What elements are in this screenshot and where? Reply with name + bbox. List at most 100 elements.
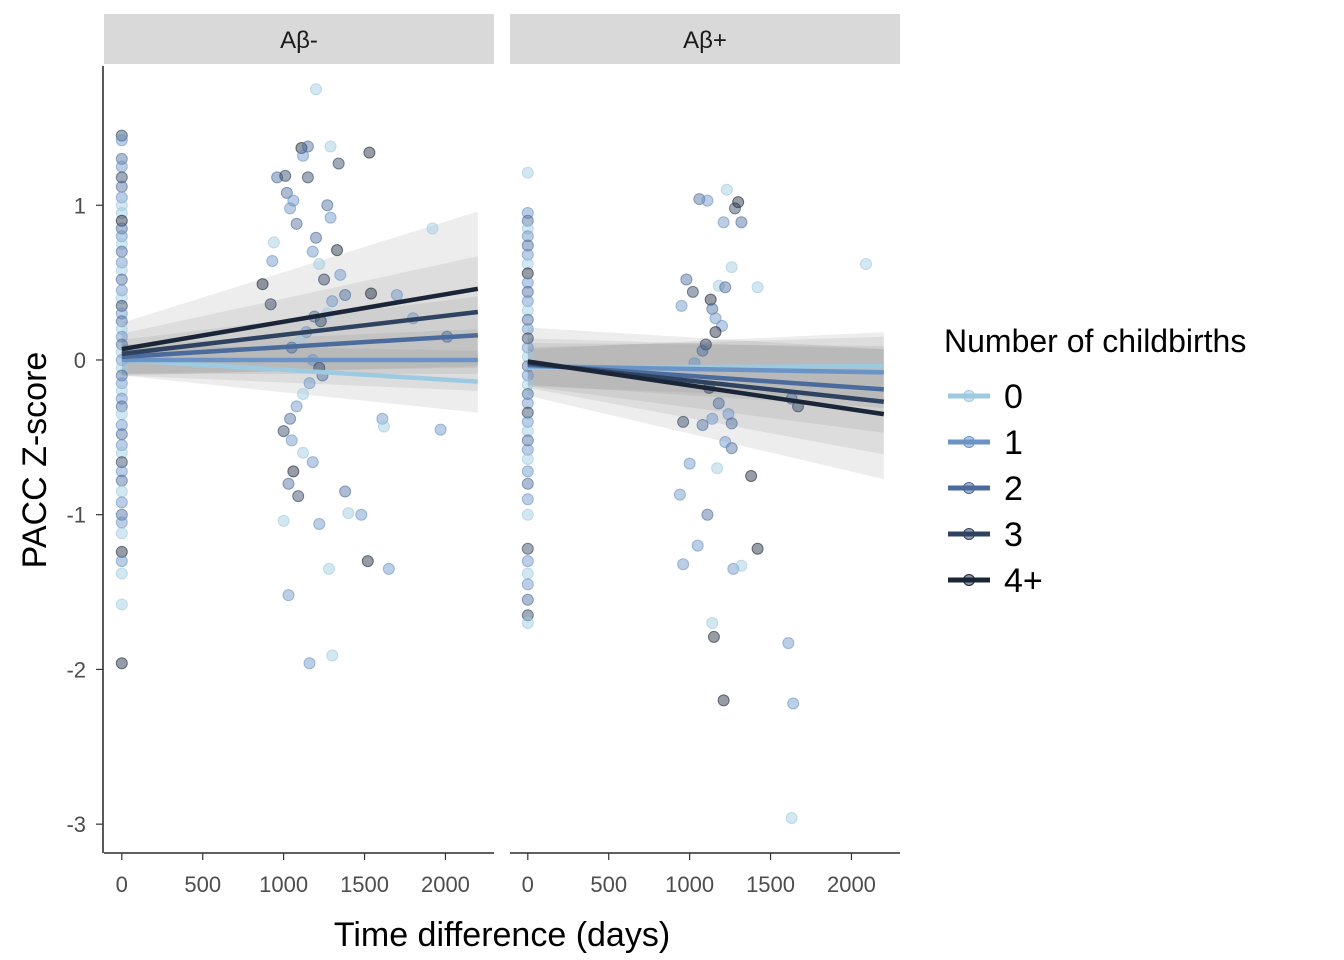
data-point [115,408,128,421]
data-point [782,637,795,650]
data-point [719,281,732,294]
trend-lines-2 [527,359,885,417]
data-point [115,474,128,487]
data-point [390,288,403,301]
x-tick-label: 500 [590,872,627,897]
ci-band-2 [121,296,478,374]
legend-label: 2 [1004,470,1023,508]
data-point [707,630,720,643]
data-point [521,323,534,336]
data-point [521,617,534,630]
data-point [309,83,322,96]
data-point [115,496,128,509]
data-point [696,344,709,357]
data-point [521,378,534,391]
data-point [521,508,534,521]
data-point [521,397,534,410]
data-point [521,578,534,591]
data-point [355,508,368,521]
data-point [521,477,534,490]
legend-title: Number of childbirths [944,323,1246,359]
data-point [266,254,279,267]
data-point [363,146,376,159]
data-point [326,649,339,662]
legend-item: 2 [948,470,1023,508]
data-point [521,542,534,555]
data-point [313,517,326,530]
data-point [751,542,764,555]
strip-label-1: Aβ- [280,27,318,54]
data-point [303,377,316,390]
data-point [290,400,303,413]
data-point [339,485,352,498]
data-point [521,285,534,298]
trend-line-2 [121,332,478,360]
data-point [115,428,128,441]
data-point [787,697,800,710]
strip-2 [510,14,900,64]
data-point [282,477,295,490]
y-axis-title: PACC Z-score [16,352,54,569]
data-point [732,196,745,209]
data-point [860,258,873,271]
data-point [324,140,337,153]
legend-key-point [963,436,975,448]
data-point [725,417,738,430]
data-point [115,545,128,558]
data-point [701,194,714,207]
x-axis-1: 0 500 1000 1500 2000 [104,852,494,897]
strip-1 [104,14,494,64]
x-tick-label: 1500 [340,872,389,897]
data-point [691,539,704,552]
x-tick-label: 1000 [259,872,308,897]
legend-key-point [963,528,975,540]
trend-line-3 [121,309,479,357]
trend-line-0 [121,357,478,384]
data-point [521,443,534,456]
data-point [521,388,534,401]
data-point [677,415,690,428]
data-point [282,589,295,602]
data-point [115,446,128,459]
legend-key-point [963,574,975,586]
data-point [521,304,534,317]
data-point [279,169,292,182]
data-point [521,239,534,252]
data-point [751,281,764,294]
data-point [334,268,347,281]
data-point [292,490,305,503]
data-point [728,202,741,215]
data-point [361,555,374,568]
data-point [521,332,534,345]
y-tick-label: -1 [66,503,86,528]
data-point [706,617,719,630]
data-point [745,470,758,483]
data-point [720,183,733,196]
data-point [342,507,355,520]
data-point [521,465,534,478]
data-point [382,562,395,575]
data-point [712,397,725,410]
legend-key-point [963,482,975,494]
data-point [686,285,699,298]
data-point [701,508,714,521]
x-tick-label: 2000 [421,872,470,897]
legend-item: 4+ [948,562,1043,600]
data-point [673,488,686,501]
data-point [297,446,310,459]
data-point [521,258,534,271]
data-point [115,527,128,540]
data-point [115,465,128,478]
data-point [297,388,310,401]
data-point [434,423,447,436]
data-point [426,222,439,235]
data-point [256,278,269,291]
data-point [683,457,696,470]
data-point [115,171,128,184]
data-point [521,567,534,580]
data-point [115,264,128,277]
data-point [521,493,534,506]
y-tick-label: 0 [74,348,86,373]
data-point [277,514,290,527]
